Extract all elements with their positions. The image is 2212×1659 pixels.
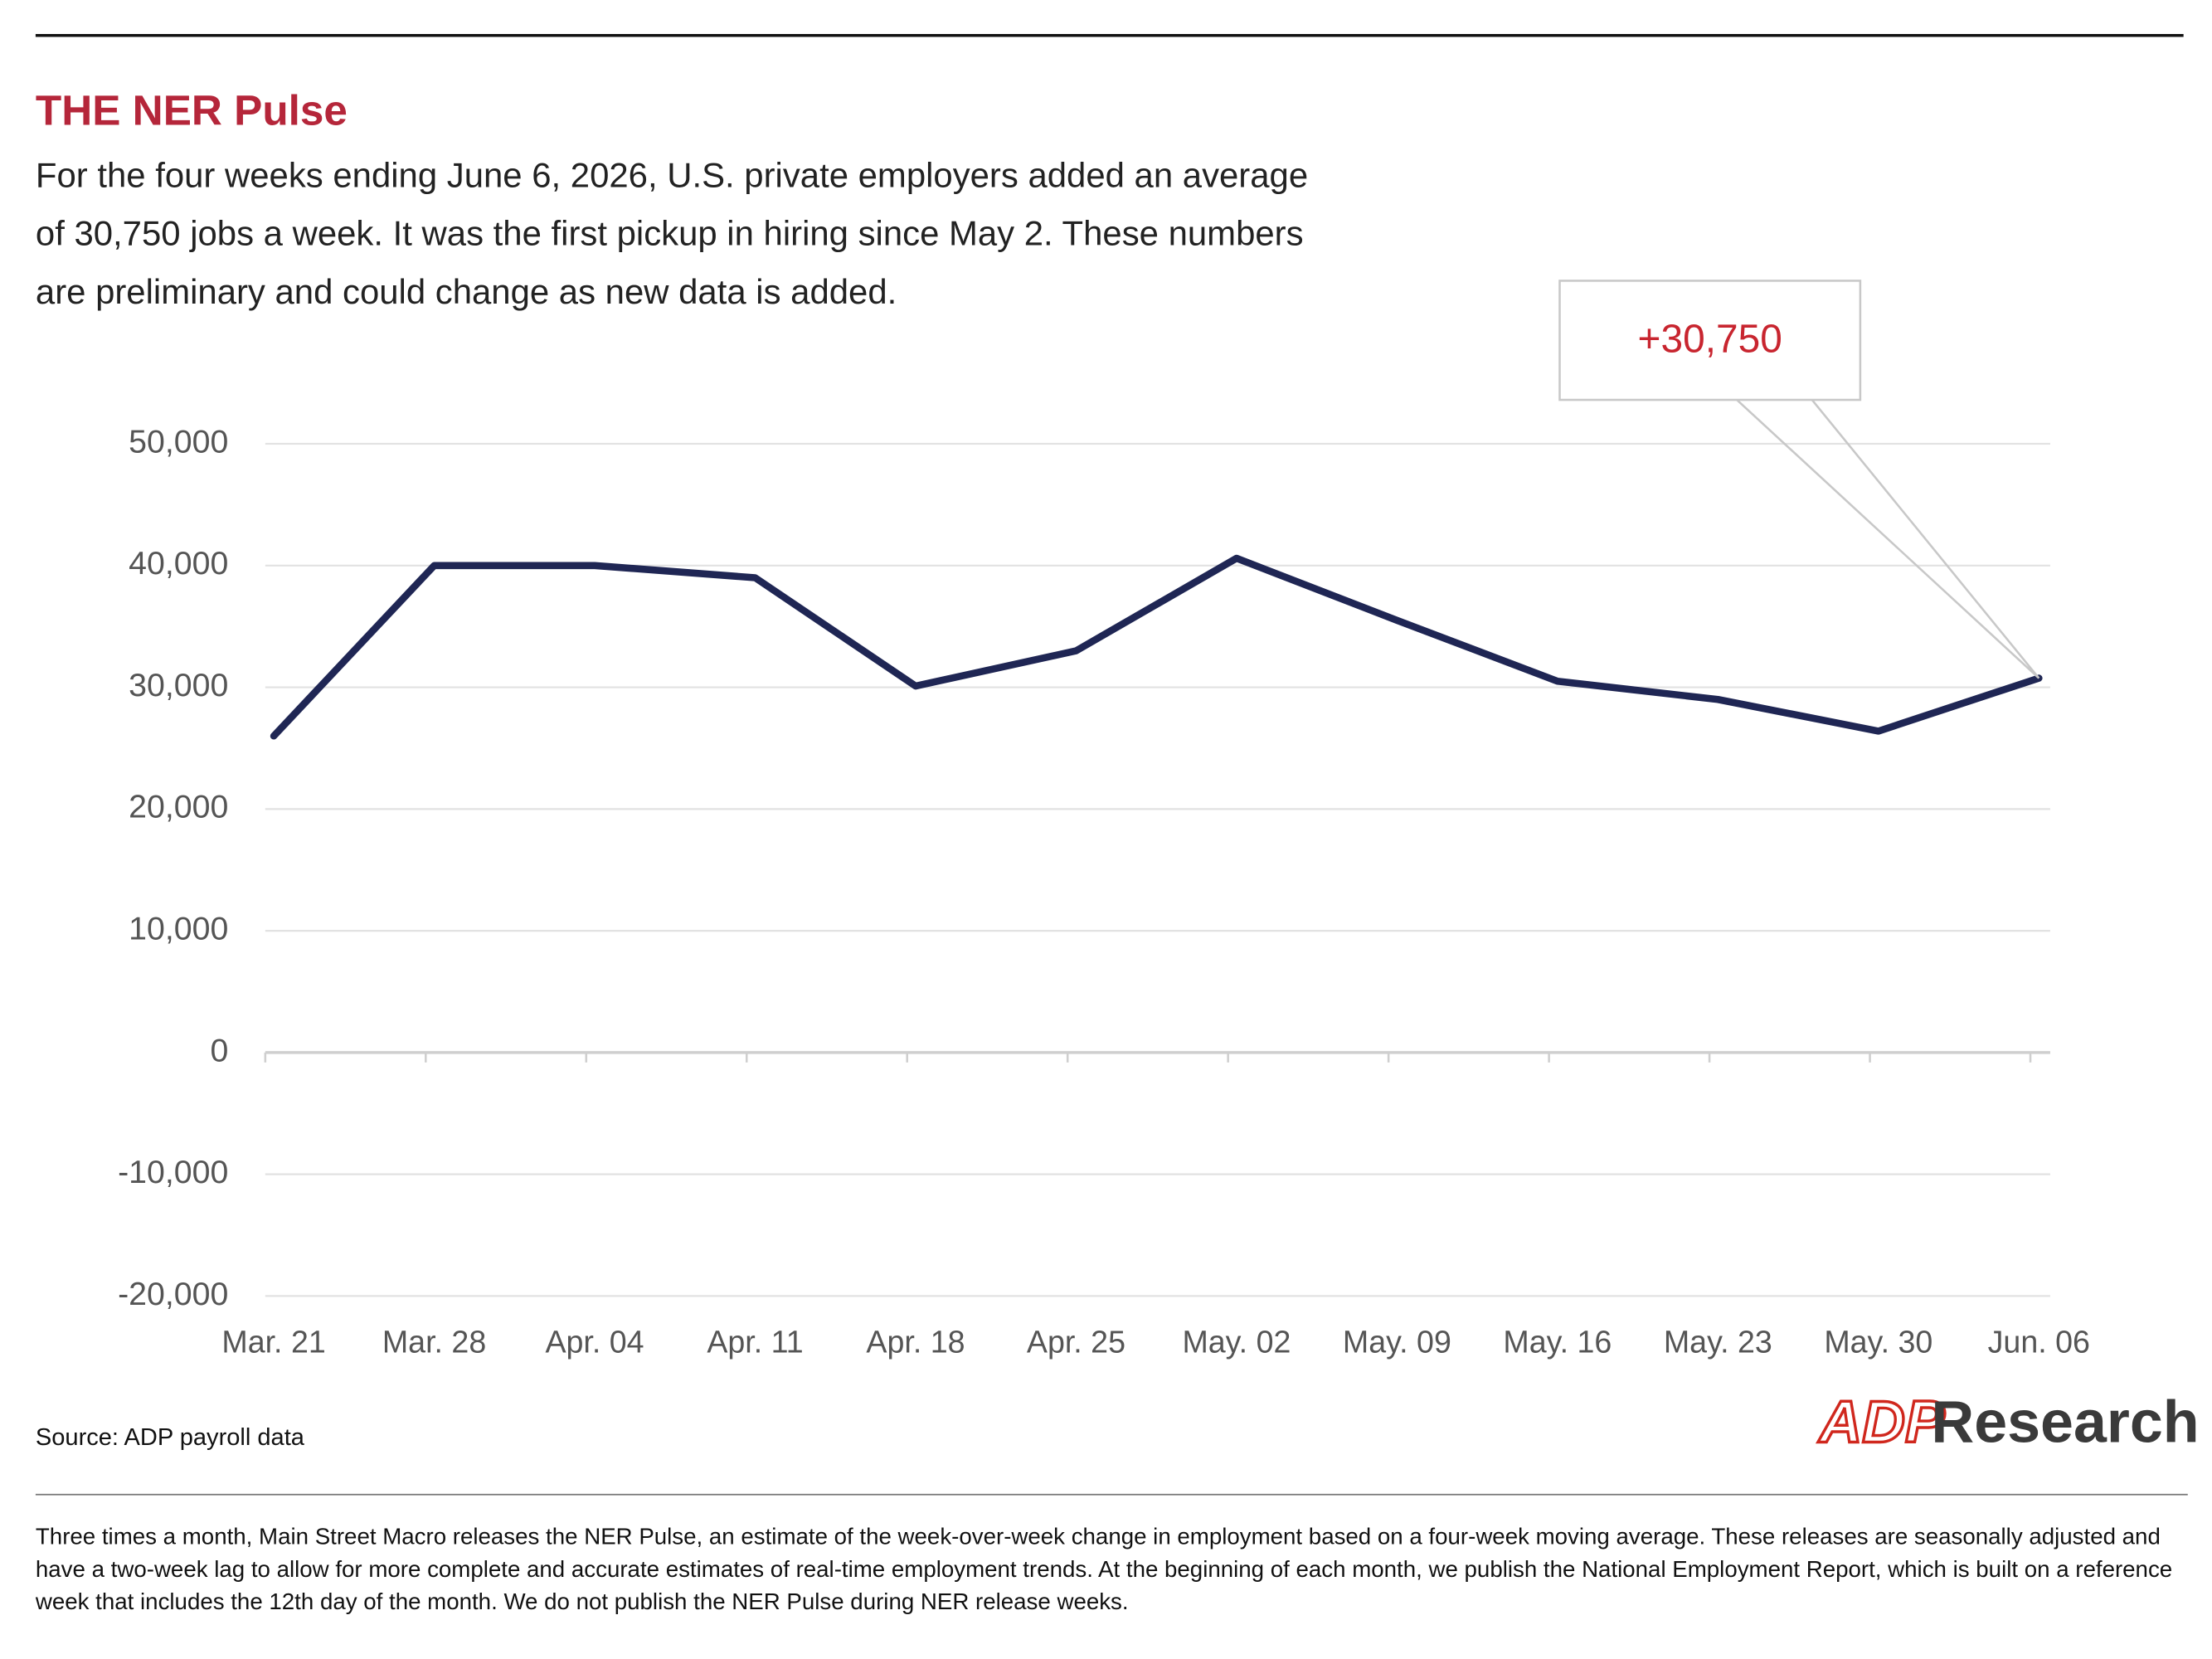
chart-title: THE NER Pulse xyxy=(36,86,348,134)
callout-box xyxy=(1558,280,1862,401)
y-tick-label: 10,000 xyxy=(129,910,228,946)
x-tick-label: May. 02 xyxy=(1182,1324,1291,1359)
x-tick-label: May. 16 xyxy=(1503,1324,1612,1359)
x-tick-label: Apr. 04 xyxy=(545,1324,644,1359)
y-tick-label: 20,000 xyxy=(129,789,228,825)
line-series xyxy=(270,554,2043,740)
source: Source: ADP payroll data xyxy=(36,1424,305,1451)
callout-label: +30,750 xyxy=(1638,318,1782,362)
y-tick-label: 0 xyxy=(211,1032,229,1068)
callout-pointer xyxy=(1736,399,2040,679)
x-tick-label: May. 23 xyxy=(1664,1324,1772,1359)
plot-area: -20,000 -10,000 0 10,000 20,000 30,000 40,000 5… xyxy=(118,423,2090,1359)
x-tick-label: May. 09 xyxy=(1343,1324,1451,1359)
x-tick-label: Mar. 21 xyxy=(221,1324,325,1359)
x-tick-label: Apr. 11 xyxy=(707,1324,803,1359)
footer-text: Three times a month, Main Street Macro r… xyxy=(35,1524,2173,1616)
y-tick-label: 30,000 xyxy=(129,667,228,703)
y-tick-label: 50,000 xyxy=(129,423,228,460)
subtitle-box: For the four weeks ending June 6, 2026, … xyxy=(35,157,1309,313)
logo-name: Research xyxy=(1931,1389,2199,1455)
logo-brand: ADP xyxy=(1817,1389,1945,1455)
y-tick-label: -10,000 xyxy=(118,1154,228,1190)
subtitle: For the four weeks ending June 6, 2026, … xyxy=(35,157,1309,313)
x-tick-label: Jun. 06 xyxy=(1988,1324,2090,1359)
footer-box: Three times a month, Main Street Macro r… xyxy=(35,1524,2173,1616)
x-tick-label: May. 30 xyxy=(1824,1324,1932,1359)
y-tick-label: 40,000 xyxy=(129,545,228,581)
x-tick-label: Apr. 25 xyxy=(1027,1324,1125,1359)
y-tick-label: -20,000 xyxy=(118,1276,228,1312)
x-tick-label: Mar. 28 xyxy=(382,1324,486,1359)
x-tick-label: Apr. 18 xyxy=(866,1324,965,1359)
